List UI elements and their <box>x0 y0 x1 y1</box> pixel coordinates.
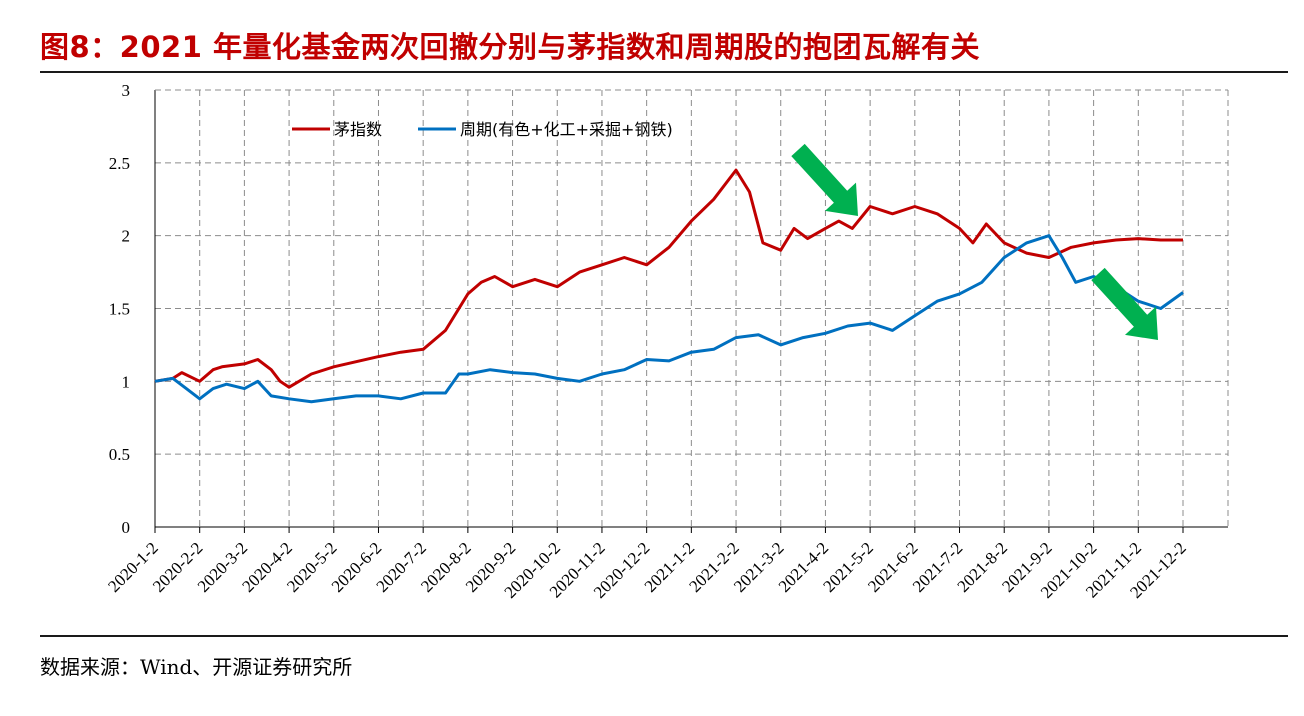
y-tick-label: 3 <box>122 81 131 100</box>
green-arrow-down <box>1091 267 1158 340</box>
y-tick-label: 2.5 <box>109 154 130 173</box>
y-tick-label: 1 <box>122 372 131 391</box>
x-axis-ticks: 2020-1-22020-2-22020-3-22020-4-22020-5-2… <box>104 538 1190 602</box>
y-tick-label: 2 <box>122 227 131 246</box>
legend-label-mao-index: 茅指数 <box>334 120 382 139</box>
figure-title: 图8：2021 年量化基金两次回撤分别与茅指数和周期股的抱团瓦解有关 <box>40 30 980 64</box>
y-tick-label: 0.5 <box>109 445 130 464</box>
grid-lines <box>155 89 1228 527</box>
green-arrow-down <box>791 143 858 216</box>
annotation-arrows <box>791 143 1158 340</box>
y-tick-label: 1.5 <box>109 300 130 319</box>
source-note: 数据来源：Wind、开源证券研究所 <box>40 655 353 679</box>
series-lines <box>154 168 1184 404</box>
title-rule <box>40 71 1288 73</box>
source-rule <box>40 635 1288 637</box>
legend-label-cyclical: 周期(有色+化工+采掘+钢铁) <box>460 120 673 139</box>
y-axis-ticks: 0 0.5 1 1.5 2 2.5 3 <box>109 81 130 537</box>
series-line-cyclical <box>154 234 1184 404</box>
axes <box>154 89 1229 533</box>
y-tick-label: 0 <box>122 518 131 537</box>
series-line-mao-index <box>154 168 1183 389</box>
legend: 茅指数 周期(有色+化工+采掘+钢铁) <box>292 120 673 139</box>
